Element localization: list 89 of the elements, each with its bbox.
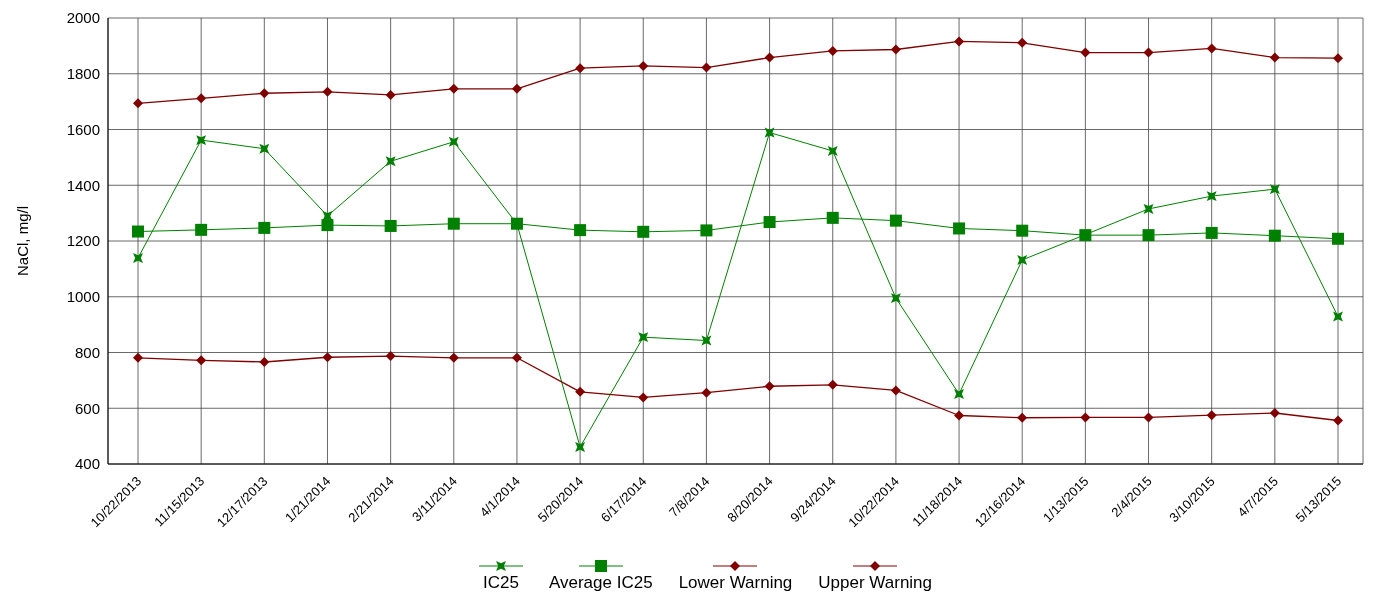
point: [1332, 232, 1344, 245]
legend-label: Average IC25: [548, 573, 653, 593]
point: [385, 351, 396, 362]
point: [1143, 412, 1154, 423]
point: [133, 253, 143, 263]
point: [575, 386, 586, 397]
point: [954, 389, 964, 399]
y-tick-label: 2000: [66, 9, 100, 27]
point: [1206, 410, 1217, 421]
legend-label: IC25: [483, 573, 519, 593]
y-axis-title: NaCl, mg/l: [14, 205, 32, 277]
point: [827, 45, 838, 56]
legend-label: Upper Warning: [818, 573, 933, 593]
point: [385, 89, 396, 100]
point: [384, 219, 397, 232]
point: [954, 36, 965, 47]
point: [701, 387, 712, 398]
point: [1017, 37, 1028, 48]
point: [511, 83, 522, 94]
point: [638, 60, 649, 71]
point: [385, 156, 396, 167]
point: [1269, 407, 1280, 418]
point: [890, 385, 901, 396]
point: [1143, 47, 1154, 58]
point: [259, 88, 270, 99]
point: [322, 86, 333, 97]
point: [1016, 224, 1029, 237]
y-tick-label: 1200: [66, 232, 100, 250]
point: [827, 379, 838, 390]
point: [1142, 229, 1155, 242]
point: [511, 352, 522, 363]
point: [1268, 229, 1281, 242]
y-tick-label: 600: [74, 399, 100, 417]
y-tick-label: 1000: [66, 288, 100, 306]
y-tick-label: 1800: [66, 65, 100, 83]
point: [701, 335, 712, 346]
legend-label: Lower Warning: [678, 573, 793, 593]
point: [1017, 412, 1028, 423]
point: [321, 219, 334, 232]
point: [258, 221, 271, 234]
point: [764, 381, 775, 392]
point: [1333, 53, 1343, 64]
point: [196, 355, 207, 366]
point: [1333, 415, 1343, 426]
point: [133, 352, 143, 363]
point: [322, 352, 333, 363]
point: [764, 52, 775, 63]
point: [700, 224, 713, 237]
point: [826, 211, 839, 224]
point: [890, 293, 901, 304]
point: [637, 225, 650, 238]
point: [448, 83, 459, 94]
point: [1269, 52, 1280, 63]
point: [889, 214, 902, 227]
y-tick-label: 400: [74, 455, 100, 473]
point: [1206, 191, 1217, 202]
point: [196, 135, 207, 146]
point: [575, 63, 586, 74]
point: [574, 224, 587, 237]
point: [1080, 412, 1091, 423]
point: [447, 217, 460, 230]
point: [763, 216, 776, 229]
y-tick-label: 1600: [66, 120, 100, 138]
y-tick-label: 800: [74, 343, 100, 361]
point: [195, 223, 208, 236]
point: [196, 93, 207, 104]
point: [259, 143, 270, 154]
point: [764, 127, 775, 138]
point: [1206, 43, 1217, 54]
point: [638, 392, 649, 403]
point: [448, 352, 459, 363]
point: [1143, 203, 1154, 214]
point: [638, 332, 649, 343]
point: [133, 98, 143, 109]
point: [448, 136, 459, 147]
point: [701, 62, 712, 73]
point: [575, 442, 586, 452]
y-tick-label: 1400: [66, 176, 100, 194]
point: [1080, 47, 1091, 58]
point: [1333, 311, 1343, 322]
point: [259, 356, 270, 367]
point: [1269, 184, 1280, 195]
point: [1205, 226, 1218, 239]
point: [890, 44, 901, 55]
point: [953, 222, 966, 235]
point: [1017, 255, 1028, 265]
point: [954, 410, 965, 421]
point: [132, 225, 144, 238]
point: [827, 146, 838, 156]
